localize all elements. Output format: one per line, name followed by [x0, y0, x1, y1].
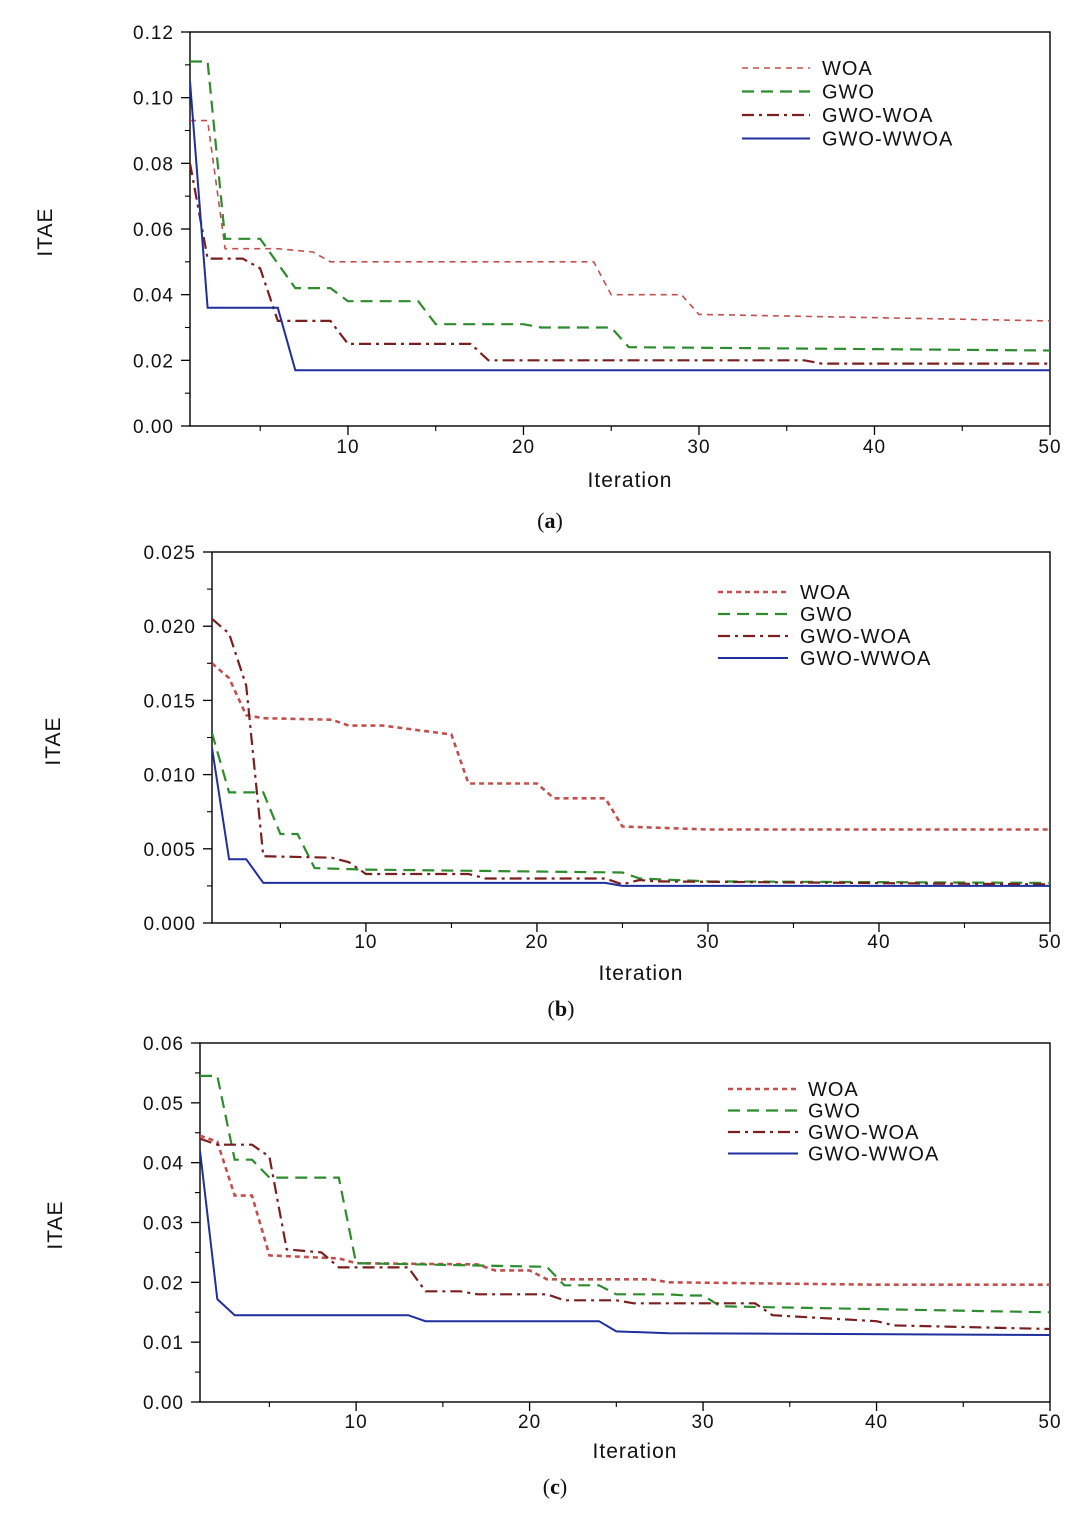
- panel-caption: (c): [543, 1474, 567, 1499]
- y-tick-label: 0.020: [143, 617, 196, 638]
- y-axis-title: ITAE: [34, 207, 57, 256]
- legend-label: GWO: [800, 604, 853, 626]
- chart-panel-c: 0.00 0.01 0.02 0.03 0.04 0.05 0.06 10 20 30 40 50 It…: [44, 1034, 1061, 1499]
- y-tick-label: 0.04: [143, 1154, 184, 1175]
- x-axis-title: Iteration: [588, 469, 673, 492]
- y-tick-label: 0.01: [143, 1333, 184, 1354]
- legend-label: GWO-WWOA: [800, 648, 931, 670]
- x-tick-label: 10: [345, 1412, 368, 1433]
- y-tick-label: 0.00: [133, 417, 174, 438]
- y-tick-label: 0.05: [143, 1094, 184, 1115]
- series-line-gwo-wwoa: [212, 747, 1050, 887]
- legend-label: GWO: [808, 1101, 861, 1123]
- series-line-gwo: [200, 1074, 1050, 1314]
- series-line-gwo-wwoa: [190, 81, 1050, 372]
- y-tick-label: 0.08: [133, 154, 174, 175]
- x-tick-label: 30: [687, 437, 710, 458]
- y-tick-label: 0.03: [143, 1214, 184, 1235]
- x-tick-label: 30: [696, 932, 719, 953]
- series-line-gwo: [212, 732, 1050, 884]
- y-tick-label: 0.010: [143, 766, 196, 787]
- legend-label: GWO-WOA: [800, 626, 911, 648]
- y-tick-label: 0.04: [133, 286, 174, 307]
- chart-panel-a: 0.00 0.02 0.04 0.06 0.08 0.10 0.12 10 20 30 40 50 It…: [34, 23, 1061, 533]
- x-axis-title: Iteration: [599, 962, 684, 985]
- series-line-woa: [212, 662, 1050, 831]
- legend-label: GWO-WWOA: [808, 1144, 939, 1166]
- x-tick-label: 40: [867, 932, 890, 953]
- legend-label: GWO-WWOA: [822, 129, 953, 151]
- series-line-gwo-woa: [200, 1137, 1050, 1331]
- x-tick-label: 10: [354, 932, 377, 953]
- legend-label: GWO: [822, 82, 875, 104]
- x-tick-label: 20: [512, 437, 535, 458]
- panel-caption: (b): [548, 996, 575, 1021]
- x-tick-label: 20: [525, 932, 548, 953]
- y-tick-label: 0.02: [143, 1273, 184, 1294]
- legend-label: WOA: [822, 58, 873, 80]
- y-tick-label: 0.10: [133, 89, 174, 110]
- y-tick-label: 0.02: [133, 351, 174, 372]
- series-line-gwo-woa: [190, 163, 1050, 365]
- x-tick-label: 30: [691, 1412, 714, 1433]
- x-tick-label: 20: [518, 1412, 541, 1433]
- x-tick-label: 50: [1038, 1412, 1061, 1433]
- x-axis-title: Iteration: [593, 1440, 678, 1463]
- y-tick-label: 0.12: [133, 23, 174, 44]
- y-axis-title: ITAE: [44, 1200, 67, 1249]
- plot-frame: [199, 1042, 1051, 1403]
- legend-label: GWO-WOA: [822, 105, 933, 127]
- panel-caption: (a): [537, 508, 563, 533]
- y-tick-label: 0.025: [143, 543, 196, 564]
- series-line-gwo-wwoa: [200, 1150, 1050, 1336]
- legend-label: WOA: [800, 582, 851, 604]
- legend-label: GWO-WOA: [808, 1122, 919, 1144]
- x-tick-label: 10: [336, 437, 359, 458]
- y-tick-label: 0.015: [143, 691, 196, 712]
- y-tick-label: 0.000: [143, 914, 196, 935]
- plot-frame: [189, 31, 1051, 427]
- series-line-gwo-woa: [212, 617, 1050, 886]
- y-tick-label: 0.06: [143, 1034, 184, 1055]
- legend-label: WOA: [808, 1079, 859, 1101]
- x-tick-label: 50: [1038, 437, 1061, 458]
- x-tick-label: 40: [865, 1412, 888, 1433]
- x-tick-label: 40: [863, 437, 886, 458]
- chart-panel-b: 0.000 0.005 0.010 0.015 0.020 0.025 10 20 30 40 50…: [42, 543, 1061, 1021]
- y-tick-label: 0.06: [133, 220, 174, 241]
- plot-frame: [211, 551, 1051, 924]
- series-line-gwo: [190, 60, 1050, 352]
- x-tick-label: 50: [1038, 932, 1061, 953]
- y-axis-title: ITAE: [42, 716, 65, 765]
- y-tick-label: 0.005: [143, 840, 196, 861]
- y-tick-label: 0.00: [143, 1393, 184, 1414]
- series-line-woa: [190, 119, 1050, 322]
